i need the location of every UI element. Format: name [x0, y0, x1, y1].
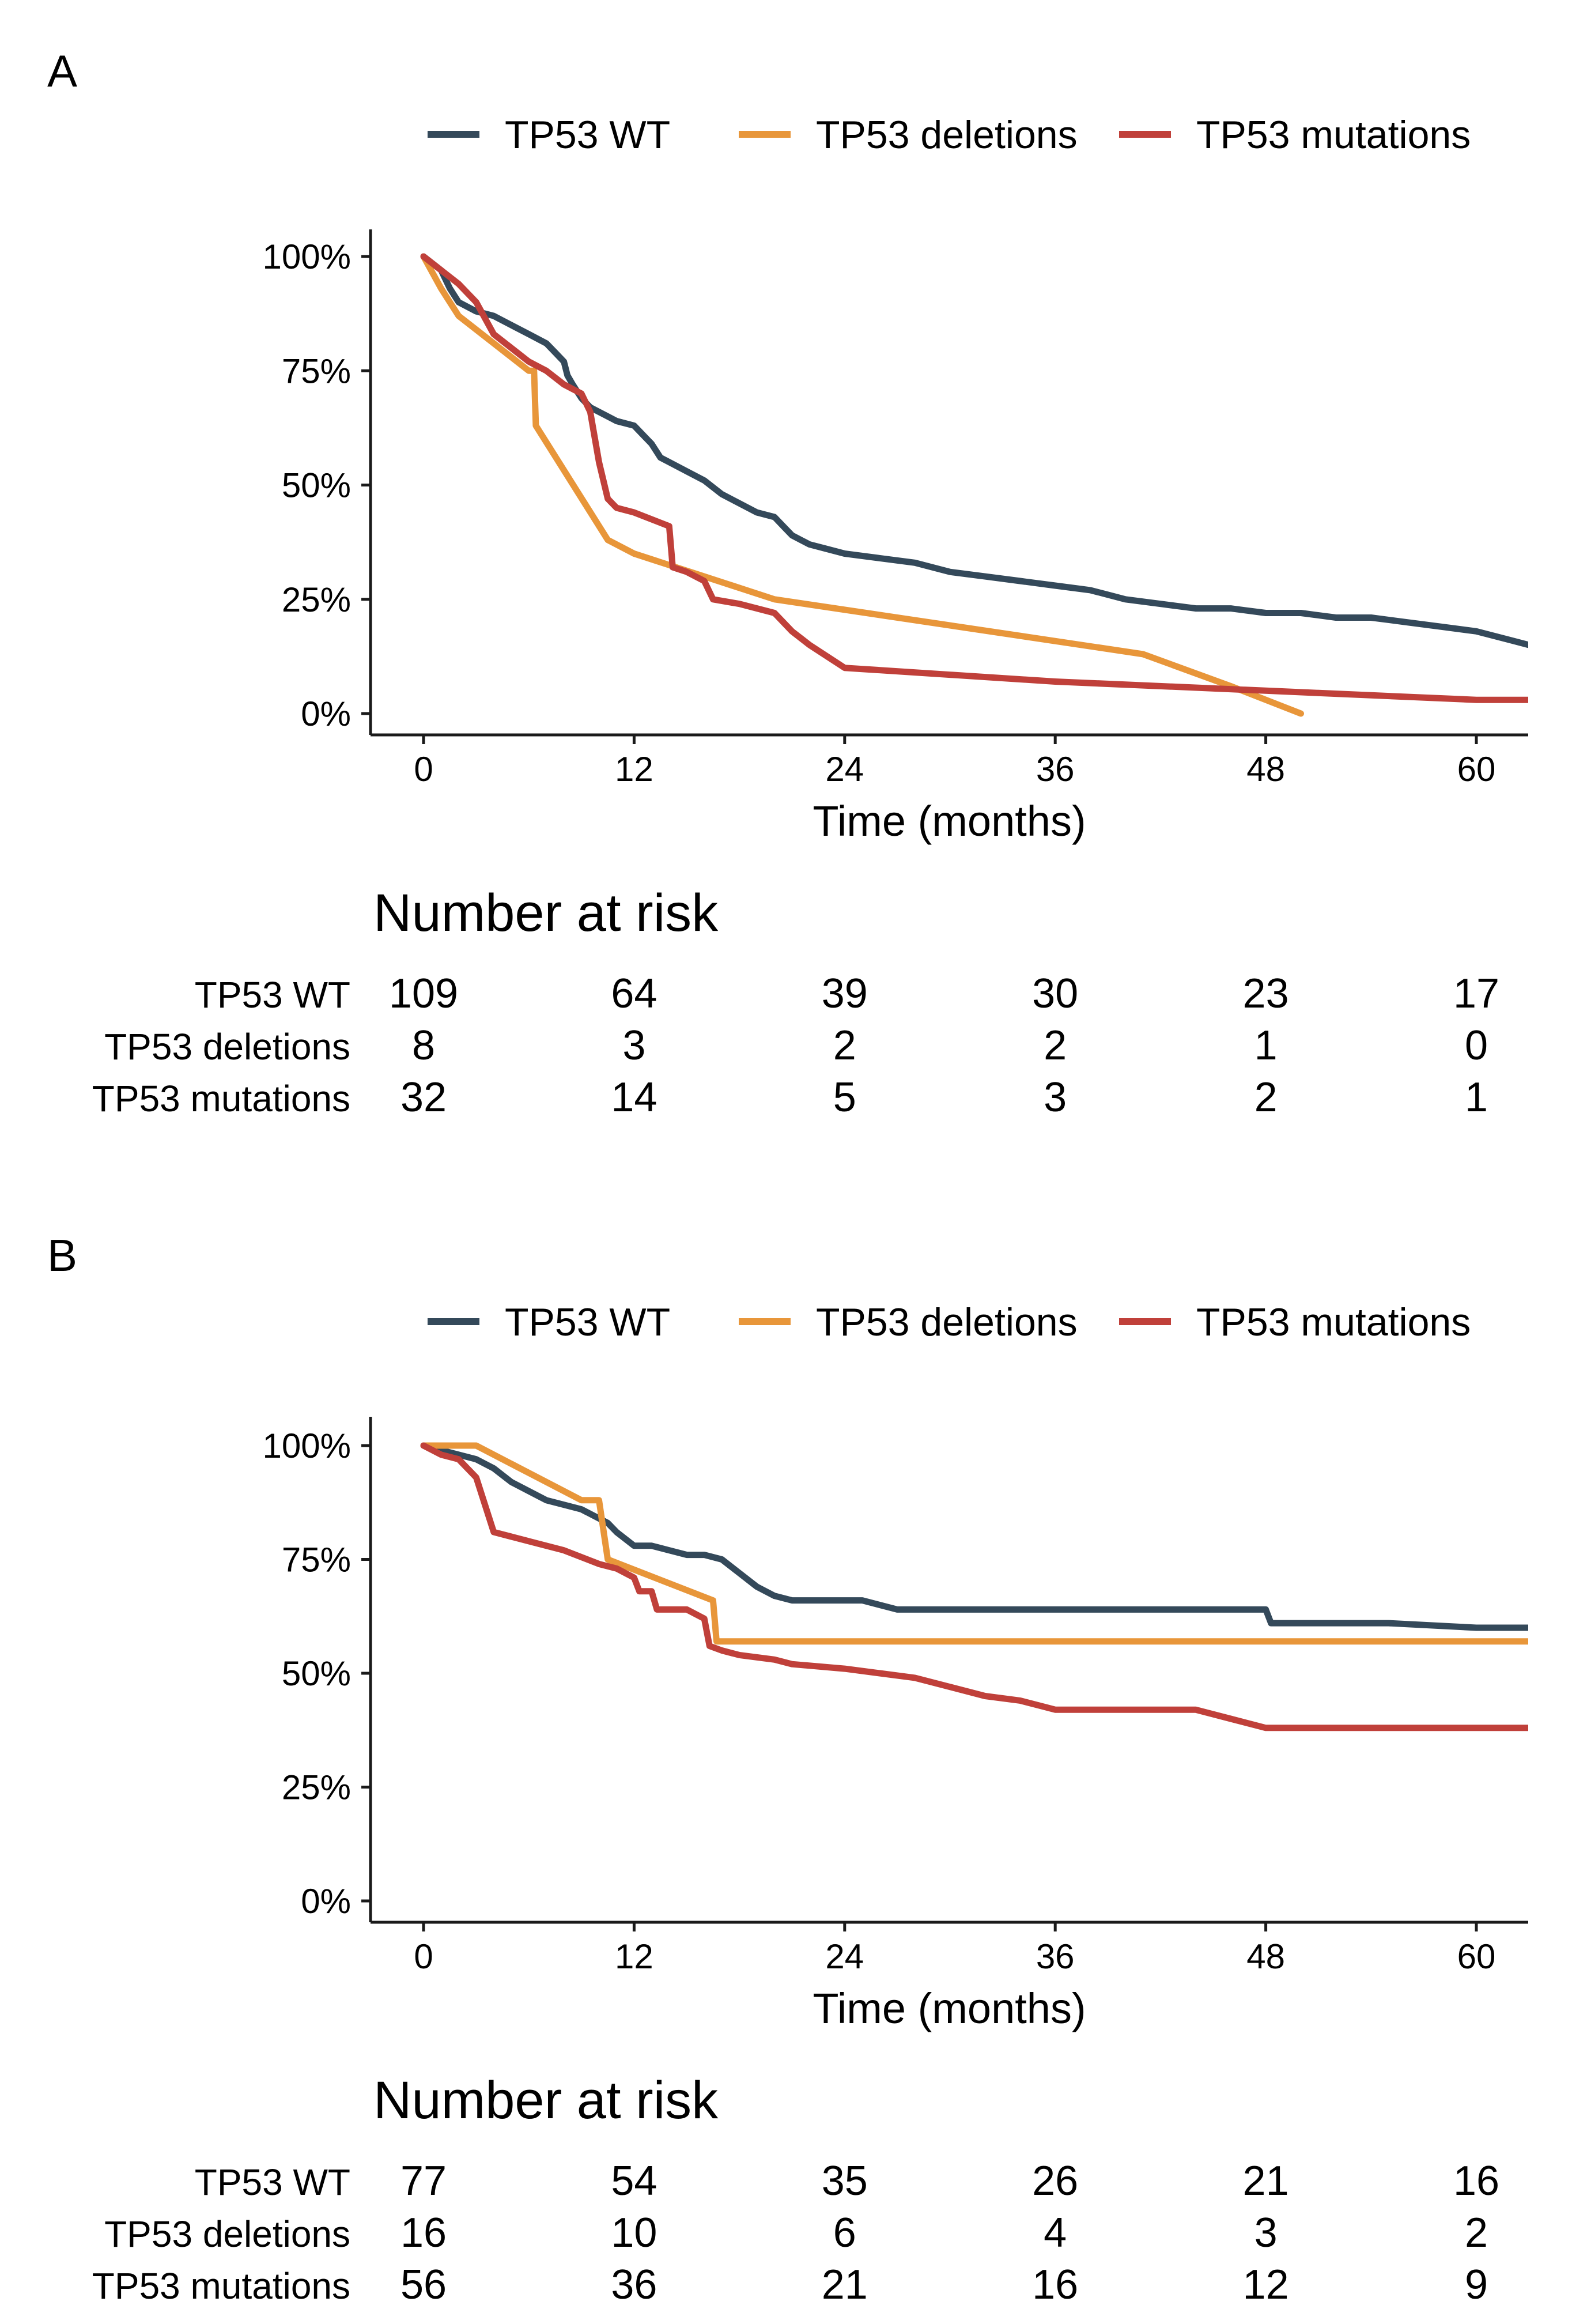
- risk-value: 39: [822, 971, 868, 1017]
- x-axis-title: Time (months): [813, 1985, 1086, 2032]
- x-tick-label: 48: [1246, 750, 1285, 788]
- risk-value: 17: [1453, 971, 1499, 1017]
- risk-value: 16: [400, 2210, 447, 2256]
- y-tick-label: 100%: [263, 237, 351, 276]
- x-tick-label: 0: [414, 1937, 433, 1976]
- risk-row-label: TP53 WT: [195, 974, 350, 1016]
- y-tick-label: 100%: [263, 1427, 351, 1465]
- risk-value: 3: [1044, 1074, 1067, 1120]
- y-tick-label: 75%: [282, 352, 351, 390]
- risk-value: 36: [611, 2262, 657, 2308]
- risk-value: 4: [1044, 2210, 1067, 2256]
- risk-value: 21: [1243, 2158, 1289, 2204]
- risk-value: 109: [389, 971, 458, 1017]
- x-tick-label: 12: [615, 1937, 653, 1976]
- risk-value: 2: [1044, 1023, 1067, 1069]
- risk-row-label: TP53 mutations: [92, 1078, 350, 1119]
- survival-curve-tp53-mutations: [420, 253, 1528, 703]
- risk-value: 2: [1465, 2210, 1488, 2256]
- risk-value: 1: [1254, 1023, 1278, 1069]
- x-tick-label: 12: [615, 750, 653, 788]
- x-tick-label: 24: [825, 1937, 864, 1976]
- risk-row-label: TP53 mutations: [92, 2265, 350, 2307]
- risk-value: 35: [822, 2158, 868, 2204]
- risk-value: 30: [1032, 971, 1078, 1017]
- y-tick-label: 50%: [282, 1654, 351, 1693]
- risk-value: 14: [611, 1074, 657, 1120]
- risk-value: 56: [400, 2262, 447, 2308]
- risk-row-label: TP53 deletions: [104, 2213, 350, 2255]
- legend: TP53 WT TP53 deletions TP53 mutations: [428, 1300, 1471, 1344]
- x-tick-label: 60: [1457, 750, 1496, 788]
- y-tick-label: 0%: [301, 1882, 351, 1921]
- y-tick-label: 50%: [282, 466, 351, 505]
- legend-label-2: TP53 deletions: [816, 113, 1078, 157]
- risk-value: 6: [833, 2210, 856, 2256]
- risk-row-label: TP53 deletions: [104, 1026, 350, 1067]
- y-tick-label: 25%: [282, 1768, 351, 1807]
- risk-value: 2: [833, 1023, 856, 1069]
- x-tick-label: 0: [414, 750, 433, 788]
- risk-value: 3: [622, 1023, 645, 1069]
- risk-value: 64: [611, 971, 657, 1017]
- risk-value: 32: [400, 1074, 447, 1120]
- risk-row-label: TP53 WT: [195, 2161, 350, 2203]
- risk-value: 0: [1465, 1023, 1488, 1069]
- risk-value: 26: [1032, 2158, 1078, 2204]
- risk-value: 9: [1465, 2262, 1488, 2308]
- risk-value: 16: [1453, 2158, 1499, 2204]
- x-tick-label: 36: [1036, 750, 1075, 788]
- risk-value: 16: [1032, 2262, 1078, 2308]
- survival-curve-tp53-deletions: [420, 253, 1304, 717]
- y-tick-label: 25%: [282, 580, 351, 619]
- risk-table-title: Number at risk: [373, 884, 719, 942]
- y-tick-label: 0%: [301, 695, 351, 733]
- risk-value: 3: [1254, 2210, 1278, 2256]
- survival-curve-tp53-wt: [420, 253, 1528, 648]
- x-tick-label: 24: [825, 750, 864, 788]
- risk-table-title: Number at risk: [373, 2071, 719, 2130]
- risk-value: 54: [611, 2158, 657, 2204]
- x-axis-title: Time (months): [813, 797, 1086, 845]
- risk-value: 8: [412, 1023, 435, 1069]
- risk-value: 5: [833, 1074, 856, 1120]
- legend-label-3: TP53 mutations: [1196, 1300, 1471, 1344]
- survival-curve-tp53-deletions: [420, 1442, 1528, 1645]
- y-tick-label: 75%: [282, 1541, 351, 1579]
- x-tick-label: 48: [1246, 1937, 1285, 1976]
- risk-value: 10: [611, 2210, 657, 2256]
- risk-value: 1: [1465, 1074, 1488, 1120]
- legend: TP53 WT TP53 deletions TP53 mutations: [428, 113, 1471, 157]
- risk-value: 77: [400, 2158, 447, 2204]
- legend-label-1: TP53 WT: [505, 113, 670, 157]
- risk-value: 2: [1254, 1074, 1278, 1120]
- panel-letter: A: [47, 46, 77, 96]
- legend-label-3: TP53 mutations: [1196, 113, 1471, 157]
- risk-value: 23: [1243, 971, 1289, 1017]
- risk-value: 12: [1243, 2262, 1289, 2308]
- risk-value: 21: [822, 2262, 868, 2308]
- panel-letter: B: [47, 1230, 77, 1281]
- x-tick-label: 60: [1457, 1937, 1496, 1976]
- survival-curve-tp53-wt: [420, 1442, 1528, 1631]
- survival-curve-tp53-mutations: [420, 1442, 1528, 1731]
- x-tick-label: 36: [1036, 1937, 1075, 1976]
- legend-label-1: TP53 WT: [505, 1300, 670, 1344]
- legend-label-2: TP53 deletions: [816, 1300, 1078, 1344]
